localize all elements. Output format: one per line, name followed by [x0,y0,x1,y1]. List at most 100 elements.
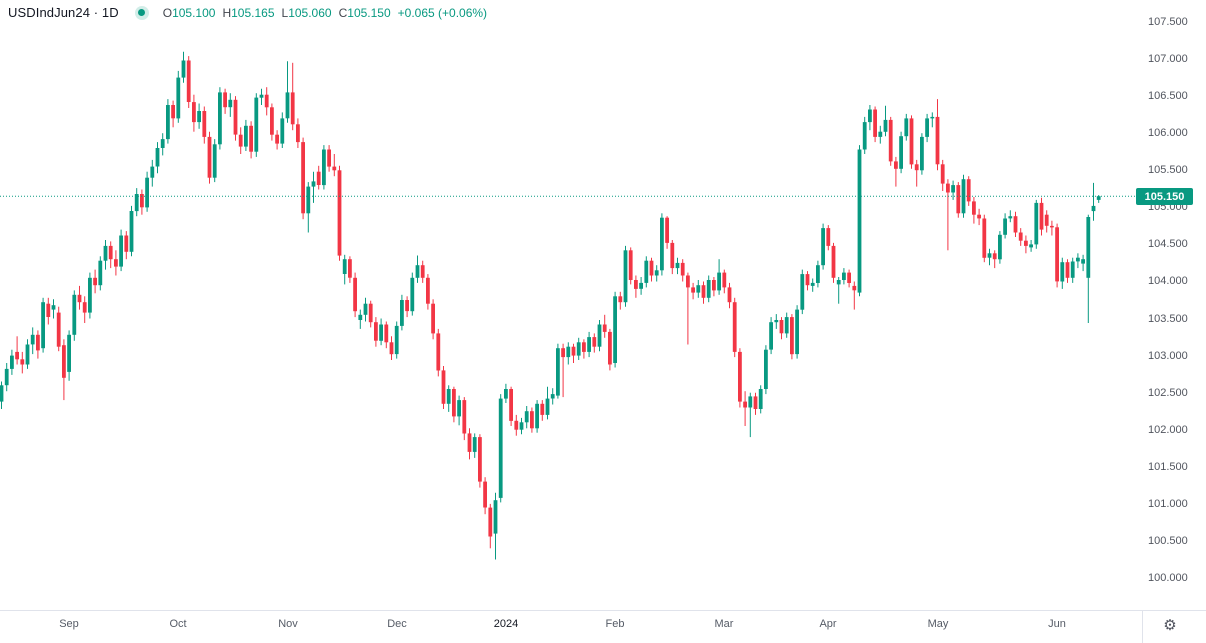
candle-body [145,177,149,208]
candle-body [212,144,217,178]
candle-body [316,171,321,185]
price-tick-label: 106.000 [1148,127,1188,139]
price-tick-label: 107.500 [1148,16,1188,28]
candle-body [951,185,955,193]
candle-body [592,337,597,347]
candle-body [696,285,701,293]
candle-body [966,179,971,202]
candle-body [353,277,357,312]
candle-body [514,420,519,430]
candle-body [249,125,253,152]
candle-body [779,320,784,334]
candle-body [129,211,134,252]
symbol-title[interactable]: USDIndJun24 · 1D [8,5,119,20]
candle-body [171,105,175,119]
candle-body [639,282,643,289]
candle-body [821,228,825,266]
candle-body [706,280,711,298]
candle-body [452,389,456,417]
candle-body [41,302,45,349]
chart-legend: USDIndJun24 · 1D O105.100 H105.165 L105.… [8,5,487,20]
time-tick-label: Mar [714,618,734,630]
candle-body [140,194,144,208]
candle-body [727,287,732,303]
candle-body [483,481,487,508]
candle-body [753,396,758,409]
chart-canvas[interactable] [0,0,1206,610]
candle-body [597,324,602,347]
candle-body [0,385,4,402]
candle-body [738,351,742,402]
candle-body [535,403,539,429]
ohlc-open: O105.100 [162,5,216,20]
candle-body [888,119,893,162]
candle-body [384,324,389,343]
candle-body [93,277,97,286]
candle-body [686,275,690,288]
last-price-badge: 105.150 [1136,188,1193,205]
candle-body [176,77,181,119]
candle-body [862,122,867,150]
candle-body [868,109,872,123]
price-tick-label: 104.000 [1148,275,1188,287]
candle-body [4,368,9,386]
candle-body [1003,218,1007,235]
candle-body [899,136,903,169]
candle-body [935,116,940,165]
candle-body [623,250,628,303]
candle-body [223,92,227,108]
candle-body [530,411,534,429]
candle-body [36,334,40,351]
candle-body [556,348,560,396]
candle-body [920,136,924,171]
candle-body [665,217,669,243]
candle-body [348,259,352,278]
price-tick-label: 103.500 [1148,313,1188,325]
candle-body [654,270,659,276]
candle-body [972,201,976,215]
price-tick-label: 100.000 [1148,572,1188,584]
candle-body [764,349,768,389]
candle-body [1044,214,1049,226]
candle-body [940,164,945,184]
candle-body [488,507,493,537]
candle-body [114,259,118,267]
candle-body [790,317,794,355]
candle-body [342,259,347,274]
candle-body [836,280,841,285]
candle-body [743,401,747,408]
candle-body [46,303,51,317]
price-tick-label: 103.000 [1148,350,1188,362]
axis-settings-gear-icon[interactable]: ⚙ [1158,613,1182,639]
candle-body [124,235,129,252]
candle-body [805,274,810,286]
time-scale[interactable]: Sep Oct Nov Dec 2024 Feb Mar Apr May Jun [0,610,1206,643]
candle-body [233,99,238,135]
price-scale[interactable]: 107.500 107.000 106.500 106.000 105.500 105.0… [1140,0,1206,610]
candle-body [311,181,316,187]
candle-body [420,265,425,278]
candle-body [524,411,529,423]
candle-body [1065,262,1070,278]
candle-body [436,333,441,371]
price-tick-label: 102.500 [1148,387,1188,399]
candle-body [540,403,545,415]
time-tick-label: 2024 [493,618,519,630]
time-tick-label: Apr [819,618,837,630]
candle-body [62,345,66,378]
candle-body [181,60,186,78]
candle-body [701,285,706,298]
ohlc-high: H105.165 [222,5,275,20]
candle-body [270,107,274,135]
candle-body [894,161,898,169]
candle-body [327,149,331,167]
price-tick-label: 102.000 [1148,424,1188,436]
candle-body [628,250,633,280]
candle-body [732,302,737,352]
candle-body [1060,262,1065,282]
time-tick-label: May [927,618,949,630]
price-tick-label: 106.500 [1148,90,1188,102]
candle-body [852,285,857,291]
candle-body [826,228,831,246]
candle-body [680,262,685,276]
